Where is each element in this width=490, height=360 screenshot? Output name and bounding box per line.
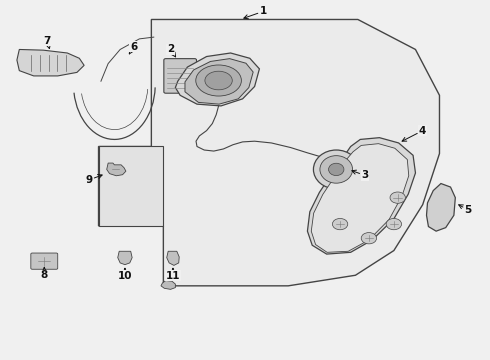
Ellipse shape [329,163,344,176]
Text: 11: 11 [166,269,180,281]
Text: 10: 10 [118,269,132,281]
Text: 5: 5 [459,205,472,215]
Text: 7: 7 [44,36,51,49]
Circle shape [386,219,401,230]
Text: 2: 2 [167,45,175,57]
Text: 8: 8 [41,267,48,280]
Polygon shape [185,59,253,104]
Polygon shape [426,184,455,231]
Ellipse shape [314,150,359,189]
Text: 4: 4 [402,126,426,141]
Text: 1: 1 [244,6,267,19]
Polygon shape [17,49,84,76]
Polygon shape [118,251,132,265]
Polygon shape [98,19,440,286]
Polygon shape [161,280,175,289]
FancyBboxPatch shape [31,253,58,269]
Polygon shape [311,144,409,252]
Text: 3: 3 [352,170,368,180]
Circle shape [361,233,377,244]
Circle shape [390,192,405,203]
Polygon shape [167,251,179,265]
Ellipse shape [320,156,353,183]
Ellipse shape [205,71,232,90]
Polygon shape [107,163,126,176]
Ellipse shape [196,65,242,96]
Polygon shape [307,138,416,254]
Polygon shape [98,147,163,226]
Circle shape [332,219,348,230]
FancyBboxPatch shape [164,59,196,93]
Polygon shape [175,53,259,106]
Text: 6: 6 [129,42,137,54]
Text: 9: 9 [85,175,102,185]
